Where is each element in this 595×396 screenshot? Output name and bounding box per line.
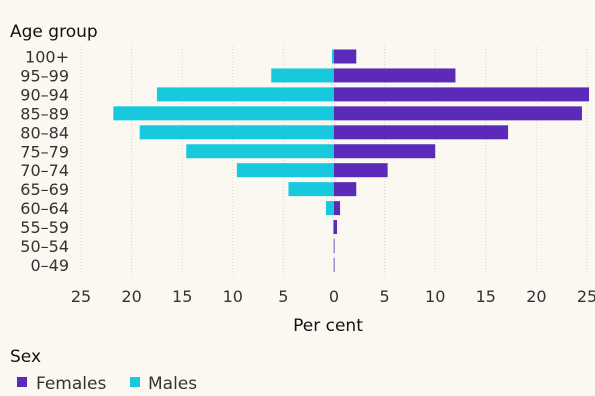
y-tick-label: 0–49 bbox=[30, 256, 69, 275]
y-tick-label: 100+ bbox=[25, 48, 69, 67]
y-tick-labels: 100+95–9990–9485–8980–8475–7970–7465–696… bbox=[20, 48, 69, 275]
x-tick-label: 5 bbox=[278, 287, 288, 306]
bar-males-95–99 bbox=[271, 68, 334, 83]
legend-label-males: Males bbox=[148, 374, 197, 394]
legend-label-females: Females bbox=[36, 374, 106, 394]
bar-males-50–54 bbox=[333, 239, 334, 253]
legend-title: Sex bbox=[10, 347, 41, 367]
bar-females-95–99 bbox=[334, 68, 456, 83]
bar-males-80–84 bbox=[139, 125, 334, 140]
y-tick-label: 50–54 bbox=[20, 237, 69, 256]
bar-females-65–69 bbox=[334, 182, 357, 197]
bar-females-90–94 bbox=[334, 87, 590, 102]
y-axis-title: Age group bbox=[10, 22, 98, 42]
y-tick-label: 85–89 bbox=[20, 104, 69, 123]
legend-swatch-males bbox=[130, 377, 140, 387]
bar-males-55–59 bbox=[332, 220, 334, 235]
legend: Sex Females Males bbox=[10, 347, 197, 394]
x-tick-labels: 25 20 15 10 5 0 5 10 15 20 25 bbox=[71, 287, 595, 306]
y-tick-label: 95–99 bbox=[20, 66, 69, 85]
x-tick-label: 10 bbox=[223, 287, 243, 306]
x-tick-label: 10 bbox=[425, 287, 445, 306]
x-tick-label: 25 bbox=[577, 287, 595, 306]
bar-females-75–79 bbox=[334, 144, 436, 159]
bar-males-90–94 bbox=[156, 87, 334, 102]
x-tick-label: 15 bbox=[172, 287, 192, 306]
x-axis-title: Per cent bbox=[293, 316, 363, 336]
bar-females-85–89 bbox=[334, 106, 582, 121]
bar-females-100+ bbox=[334, 49, 357, 64]
y-tick-label: 60–64 bbox=[20, 199, 69, 218]
y-tick-label: 90–94 bbox=[20, 85, 69, 104]
bar-males-75–79 bbox=[186, 144, 334, 159]
x-tick-label: 20 bbox=[121, 287, 141, 306]
bar-males-65–69 bbox=[288, 182, 334, 197]
bar-females-50–54 bbox=[334, 239, 335, 253]
y-tick-label: 80–84 bbox=[20, 123, 69, 142]
bar-females-0–49 bbox=[334, 257, 335, 272]
x-tick-label: 20 bbox=[526, 287, 546, 306]
y-tick-label: 55–59 bbox=[20, 218, 69, 237]
bar-males-60–64 bbox=[325, 201, 334, 216]
y-tick-label: 65–69 bbox=[20, 180, 69, 199]
y-tick-label: 70–74 bbox=[20, 161, 69, 180]
bar-males-100+ bbox=[331, 49, 334, 64]
x-tick-label: 5 bbox=[380, 287, 390, 306]
bar-females-60–64 bbox=[334, 201, 341, 216]
bars bbox=[113, 49, 590, 272]
gridlines bbox=[80, 46, 588, 276]
bar-males-85–89 bbox=[113, 106, 334, 121]
bar-males-70–74 bbox=[236, 163, 334, 178]
y-tick-label: 75–79 bbox=[20, 142, 69, 161]
bar-females-70–74 bbox=[334, 163, 388, 178]
legend-swatch-females bbox=[17, 377, 27, 387]
x-tick-label: 15 bbox=[476, 287, 496, 306]
bar-females-80–84 bbox=[334, 125, 509, 140]
x-tick-label: 25 bbox=[71, 287, 91, 306]
bar-males-0–49 bbox=[333, 257, 334, 272]
bar-females-55–59 bbox=[334, 220, 338, 235]
x-tick-label: 0 bbox=[329, 287, 339, 306]
